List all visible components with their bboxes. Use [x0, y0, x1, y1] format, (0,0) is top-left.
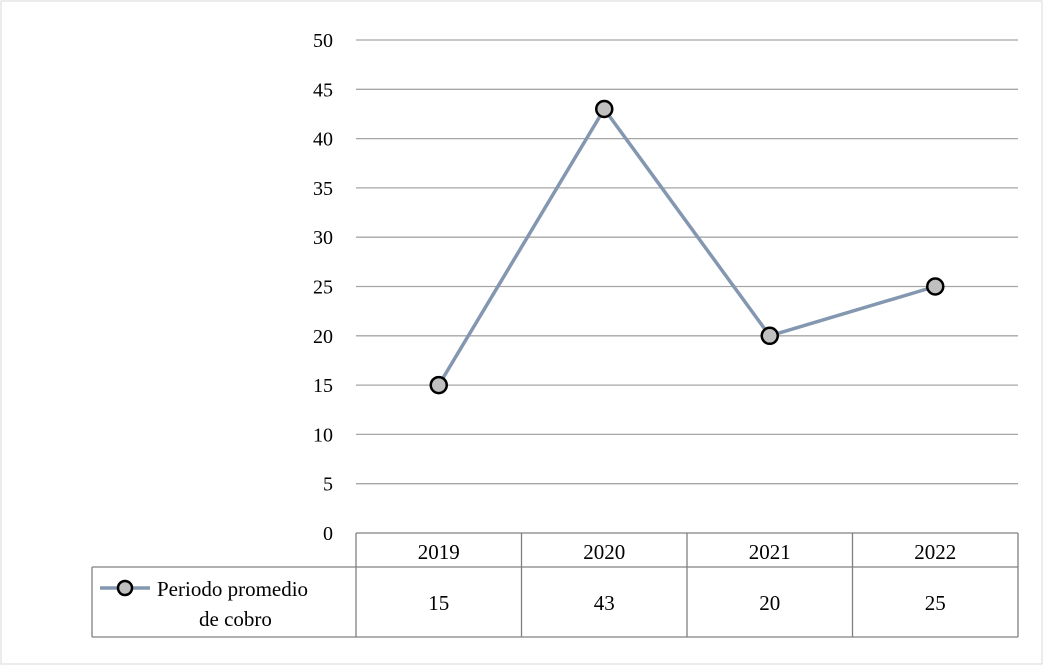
- data-point-2019: [429, 375, 448, 395]
- legend-series-name-line-2: de cobro: [199, 607, 272, 631]
- y-tick-label-50: 50: [313, 30, 333, 52]
- data-table-series-row: Periodo promedio de cobro 15 43 20 25: [100, 577, 946, 631]
- y-tick-label-0: 0: [323, 523, 333, 545]
- y-tick-label-15: 15: [313, 375, 333, 397]
- y-tick-label-25: 25: [313, 277, 333, 299]
- series-layer: [429, 99, 945, 395]
- data-table: 2019 2020 2021 2022 Periodo promedio de cob…: [91, 532, 1019, 638]
- y-tick-label-40: 40: [313, 129, 333, 151]
- data-table-header-row: 2019 2020 2021 2022: [418, 540, 957, 564]
- y-tick-label-20: 20: [313, 326, 333, 348]
- y-tick-label-5: 5: [323, 474, 333, 496]
- data-table-value-2019: 15: [428, 591, 449, 615]
- y-tick-label-10: 10: [313, 424, 333, 446]
- y-tick-label-35: 35: [313, 178, 333, 200]
- data-table-value-2021: 20: [759, 591, 780, 615]
- data-table-value-2020: 43: [594, 591, 615, 615]
- data-point-2020: [595, 99, 614, 119]
- legend-marker-icon: [116, 579, 134, 597]
- category-label-2022: 2022: [914, 540, 956, 564]
- series-line-periodo-promedio-de-cobro: [437, 107, 936, 386]
- y-tick-label-30: 30: [313, 227, 333, 249]
- y-axis-tick-labels: 0 5 10 15 20 25 30 35 40 45 50: [313, 30, 333, 545]
- legend-series-name-line-1: Periodo promedio: [157, 577, 308, 601]
- category-label-2020: 2020: [583, 540, 625, 564]
- data-point-2021: [760, 326, 779, 346]
- data-point-2022: [926, 277, 945, 296]
- gridlines: [356, 39, 1018, 485]
- y-tick-label-45: 45: [313, 79, 333, 101]
- data-table-value-2022: 25: [925, 591, 946, 615]
- category-label-2021: 2021: [749, 540, 791, 564]
- category-label-2019: 2019: [418, 540, 460, 564]
